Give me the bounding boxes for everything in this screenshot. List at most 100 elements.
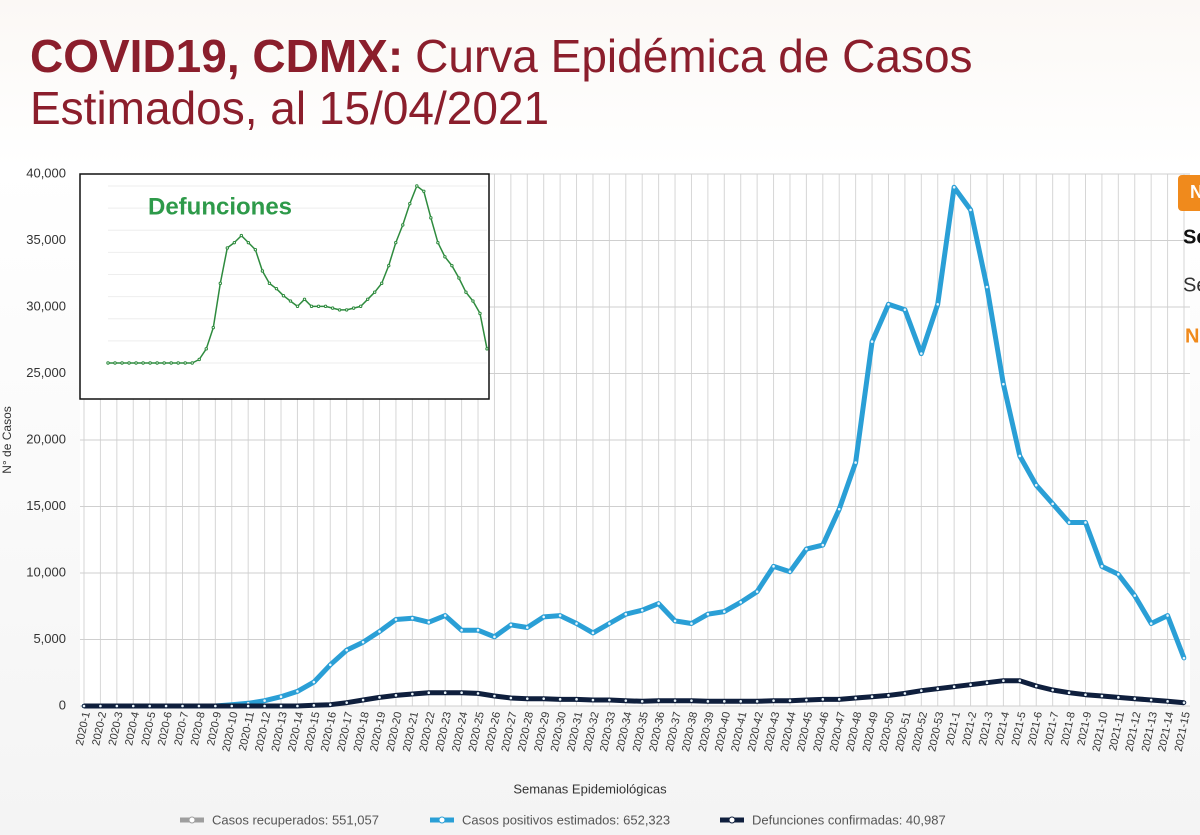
point — [984, 680, 990, 686]
point — [442, 613, 448, 618]
point — [623, 698, 629, 703]
point — [106, 361, 110, 365]
point — [311, 703, 317, 708]
point — [541, 696, 547, 701]
point — [295, 703, 300, 709]
point — [689, 621, 694, 626]
point — [1066, 520, 1072, 525]
point — [197, 357, 201, 362]
point — [475, 691, 481, 696]
series-line — [84, 184, 1187, 709]
point — [229, 703, 235, 709]
point — [401, 223, 405, 227]
point — [204, 347, 208, 351]
point — [114, 703, 120, 709]
point — [274, 286, 279, 291]
legend-label: Casos recuperados: 551,057 — [212, 812, 379, 827]
point — [127, 361, 131, 365]
point — [607, 697, 612, 703]
y-tick-label: 30,000 — [26, 298, 66, 313]
point — [393, 693, 399, 698]
point — [853, 695, 858, 701]
series-line — [84, 678, 1185, 709]
point — [492, 634, 497, 640]
point — [337, 308, 342, 312]
point — [176, 361, 180, 365]
y-tick-label: 40,000 — [26, 165, 66, 180]
side-line: N — [1185, 325, 1199, 347]
point — [738, 699, 744, 704]
point — [253, 248, 258, 252]
point — [787, 569, 793, 574]
point — [183, 361, 187, 365]
point — [1116, 695, 1121, 700]
point — [853, 460, 858, 465]
point — [459, 690, 464, 696]
point — [288, 299, 293, 303]
point — [464, 290, 468, 294]
point — [443, 255, 447, 259]
point — [278, 703, 284, 709]
point — [190, 361, 194, 365]
point — [327, 702, 333, 707]
point — [457, 276, 461, 280]
point — [1116, 572, 1121, 577]
point — [508, 622, 514, 628]
point — [426, 690, 432, 696]
point — [1099, 693, 1105, 699]
point — [232, 240, 237, 245]
point — [408, 202, 412, 206]
point — [281, 294, 286, 298]
point — [260, 269, 265, 273]
point — [590, 697, 596, 703]
point — [316, 304, 321, 309]
point — [169, 361, 173, 365]
y-tick-label: 20,000 — [26, 431, 66, 446]
point — [323, 304, 328, 309]
point — [705, 611, 711, 617]
point — [365, 297, 370, 301]
point — [344, 308, 349, 312]
point — [311, 679, 317, 685]
point — [394, 240, 398, 245]
point — [820, 542, 826, 548]
point — [211, 325, 215, 330]
point — [426, 619, 432, 625]
point — [935, 302, 941, 307]
point — [639, 699, 645, 704]
point — [524, 696, 530, 701]
point — [836, 506, 842, 512]
point — [162, 361, 166, 365]
point — [213, 703, 218, 709]
point — [1033, 683, 1039, 689]
point — [351, 306, 356, 310]
point — [113, 361, 117, 365]
point — [246, 240, 251, 245]
point — [262, 703, 267, 709]
point — [239, 233, 244, 238]
point — [410, 691, 415, 697]
point — [672, 698, 678, 703]
point — [134, 361, 138, 365]
point — [330, 306, 335, 310]
point — [492, 693, 497, 699]
point — [1148, 621, 1154, 626]
point — [721, 609, 727, 614]
title: COVID19, CDMX: Curva Epidémica de Casos — [30, 30, 973, 82]
point — [422, 189, 426, 194]
point — [968, 682, 973, 688]
point — [541, 614, 547, 620]
point — [196, 703, 202, 709]
point — [377, 695, 382, 700]
point — [574, 621, 579, 626]
point — [295, 689, 300, 694]
point — [705, 699, 711, 704]
y-tick-label: 35,000 — [26, 232, 66, 247]
title-line2: Estimados, al 15/04/2021 — [30, 82, 549, 134]
point — [836, 697, 842, 702]
point — [721, 699, 727, 704]
point — [1181, 700, 1187, 705]
point — [508, 695, 514, 701]
point — [1001, 381, 1006, 387]
